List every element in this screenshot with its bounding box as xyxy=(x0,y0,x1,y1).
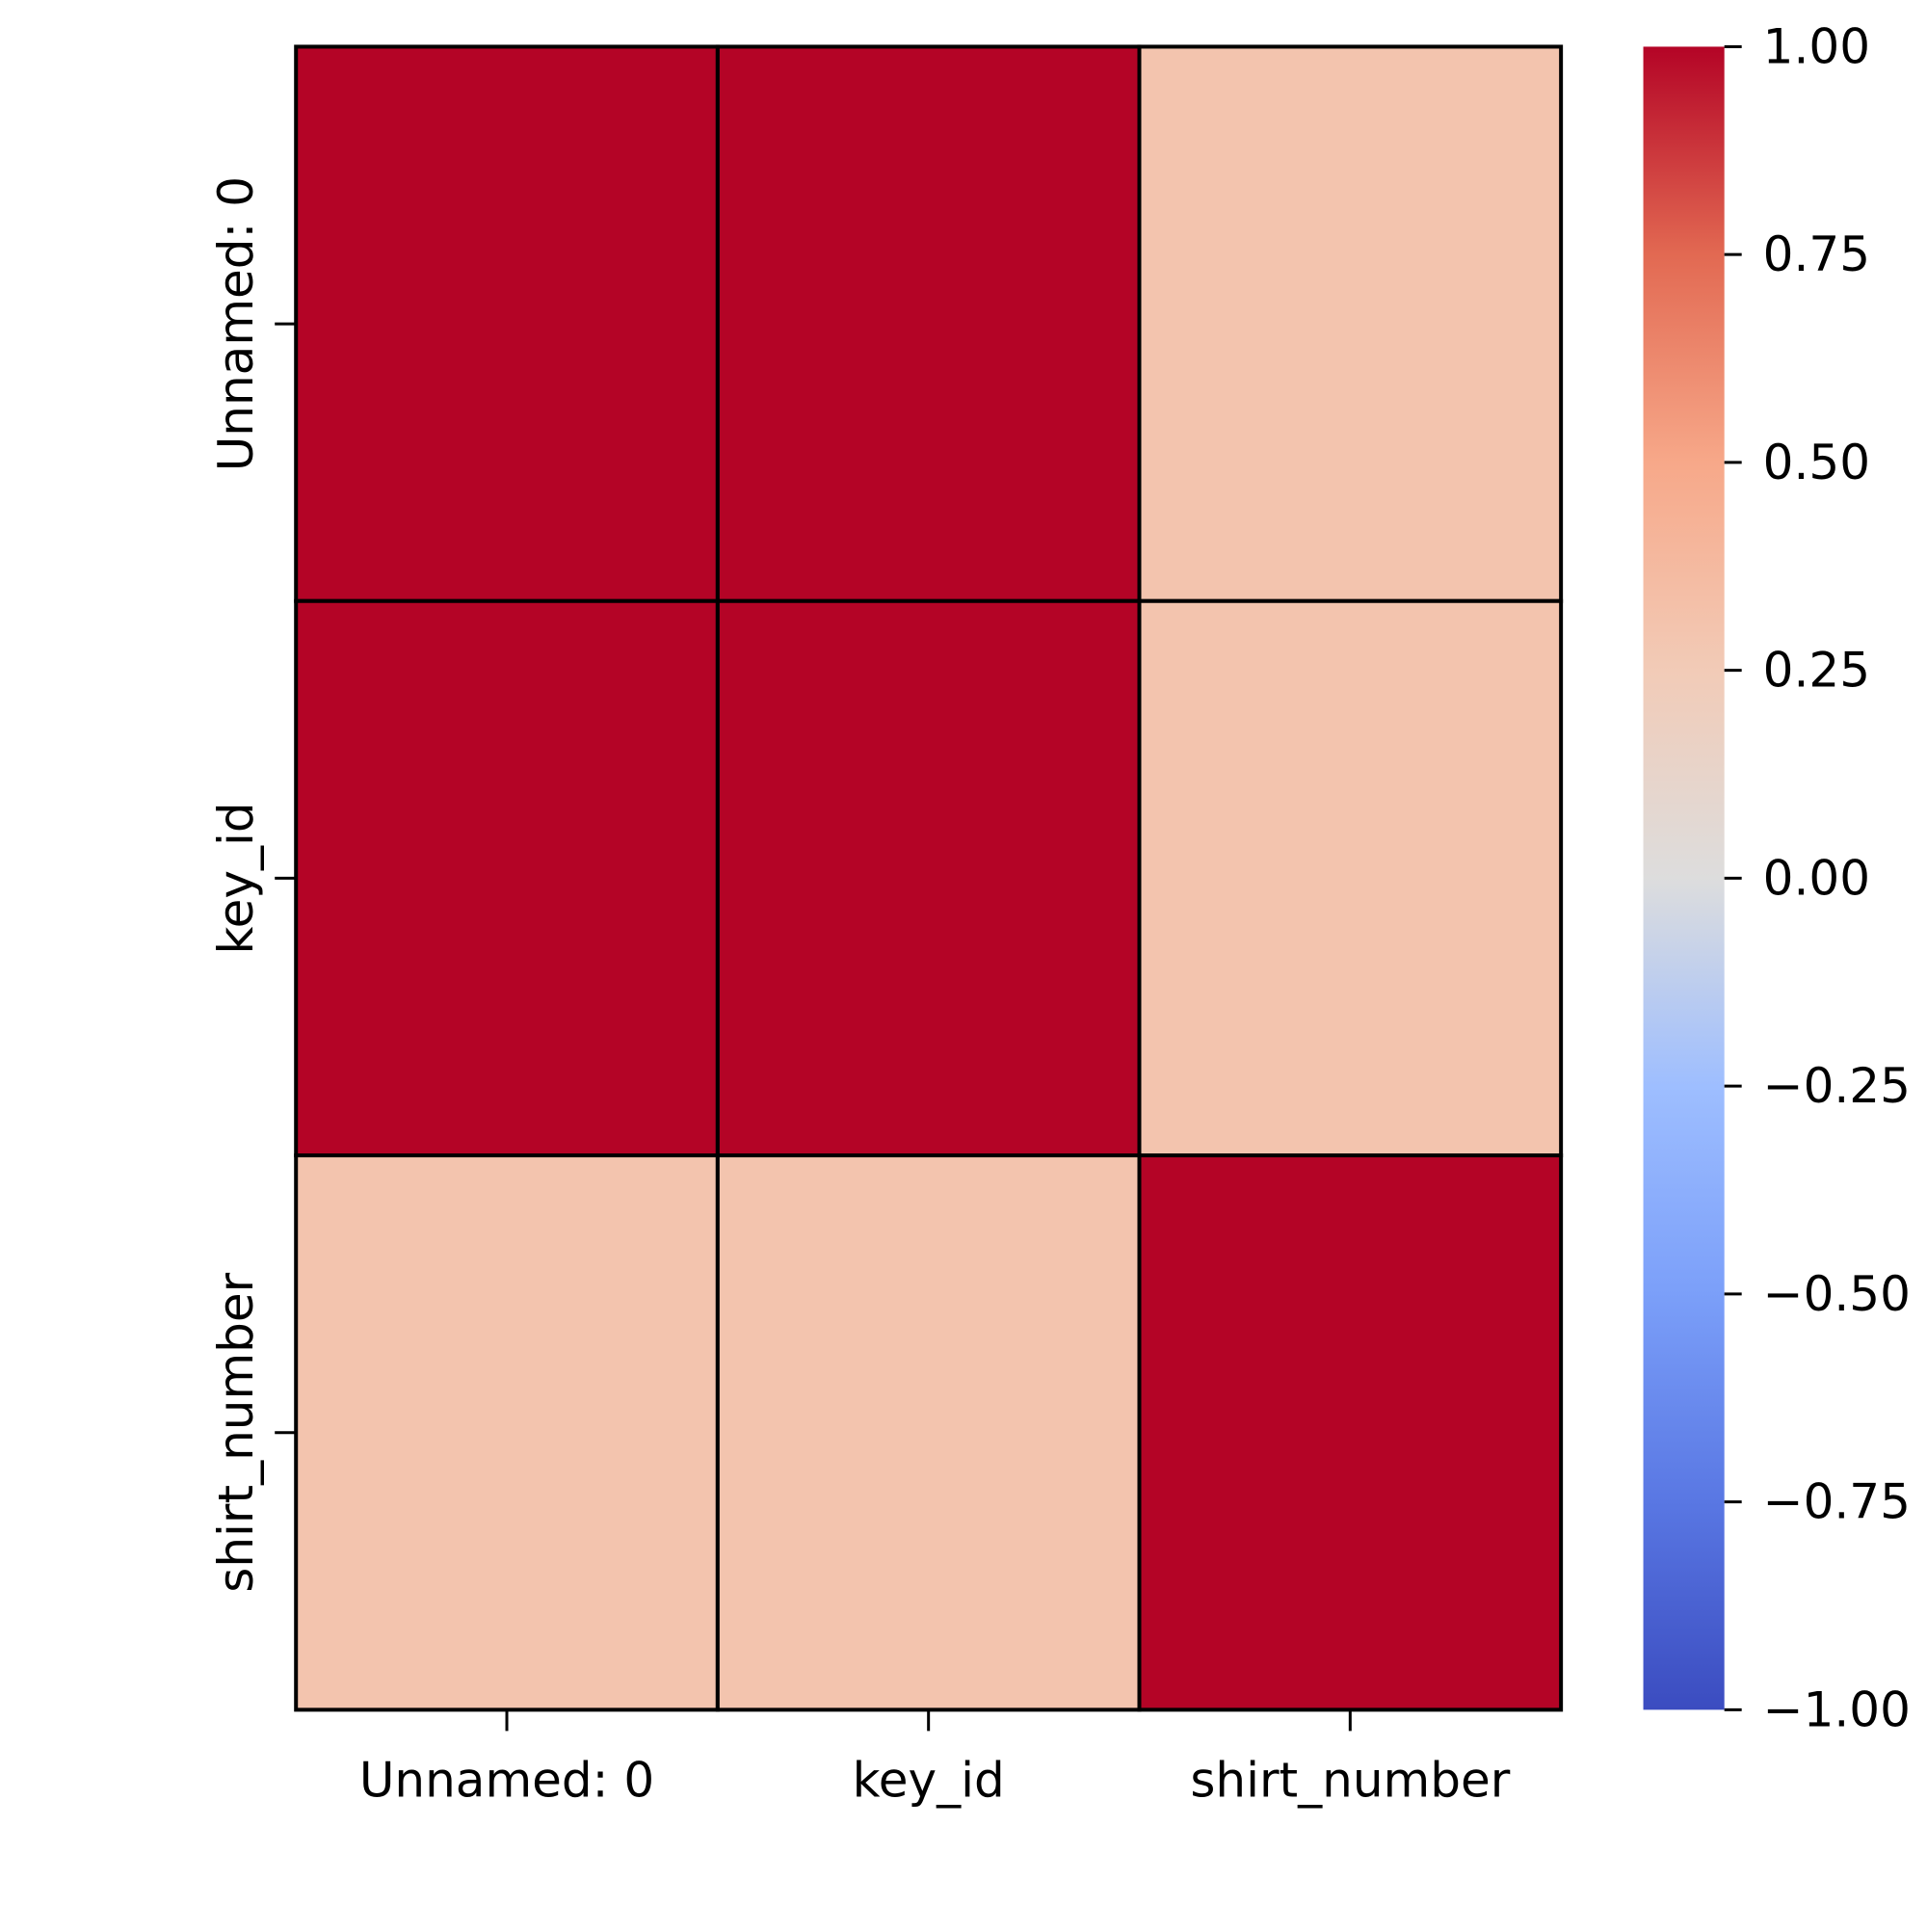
heatmap-cell-unnamed-0-shirt-number xyxy=(1137,44,1564,603)
colorbar-tick-label-8: −1.00 xyxy=(1763,1681,1911,1737)
y-tick-label-key-id: key_id xyxy=(208,802,264,954)
heatmap-cell-shirt-number-key-id xyxy=(715,1153,1142,1712)
colorbar-gradient xyxy=(1643,46,1725,1710)
colorbar-tick-label-2: 0.50 xyxy=(1763,435,1870,490)
x-tick-label-shirt-number: shirt_number xyxy=(1190,1752,1510,1808)
heatmap-cell-key-id-key-id xyxy=(715,598,1142,1158)
heatmap-cells xyxy=(294,44,1564,1712)
heatmap-axes: Unnamed: 0 key_id shirt_number Unnamed: 0 ke… xyxy=(208,176,1511,1808)
heatmap-cell-shirt-number-shirt-number xyxy=(1137,1153,1564,1712)
heatmap-cell-key-id-shirt-number xyxy=(1137,598,1564,1158)
colorbar-tick-label-6: −0.50 xyxy=(1763,1266,1911,1322)
x-tick-label-key-id: key_id xyxy=(853,1752,1005,1808)
heatmap-cell-unnamed-0-unnamed-0 xyxy=(294,44,720,603)
heatmap-cell-key-id-unnamed-0 xyxy=(294,598,720,1158)
heatmap-cell-unnamed-0-key-id xyxy=(715,44,1142,603)
colorbar-tick-label-7: −0.75 xyxy=(1763,1474,1911,1530)
y-tick-label-shirt-number: shirt_number xyxy=(208,1272,264,1592)
colorbar-tick-label-0: 1.00 xyxy=(1763,18,1870,74)
x-tick-label-unnamed-0: Unnamed: 0 xyxy=(359,1752,654,1808)
colorbar-tick-label-4: 0.00 xyxy=(1763,850,1870,906)
colorbar: 1.00 0.75 0.50 0.25 0.00 −0.25 −0.50 −0.75 −1.00 xyxy=(1643,18,1911,1737)
heatmap-cell-shirt-number-unnamed-0 xyxy=(294,1153,720,1712)
y-tick-label-unnamed-0: Unnamed: 0 xyxy=(208,176,264,471)
colorbar-tick-label-3: 0.25 xyxy=(1763,643,1870,699)
colorbar-tick-label-5: −0.25 xyxy=(1763,1058,1911,1114)
colorbar-tick-label-1: 0.75 xyxy=(1763,226,1870,282)
